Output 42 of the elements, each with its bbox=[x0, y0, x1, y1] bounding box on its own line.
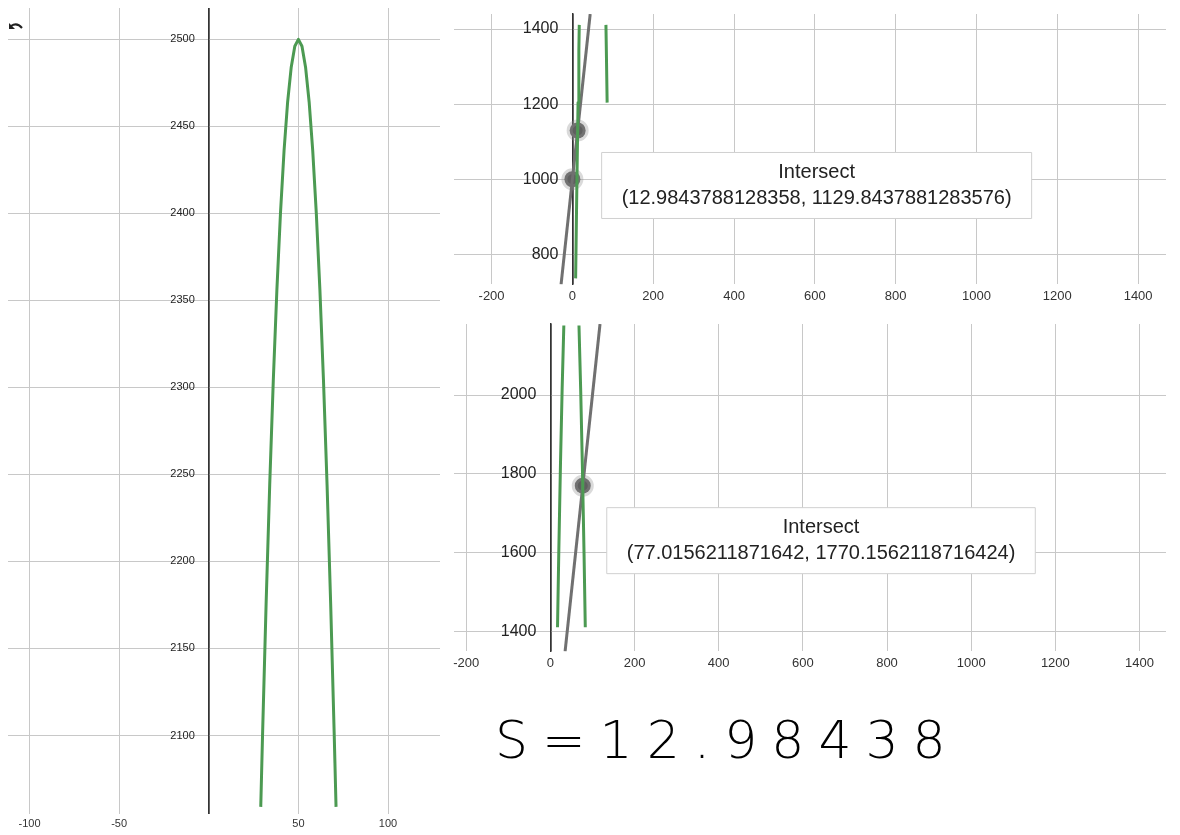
y-tick-label: 1400 bbox=[522, 19, 559, 37]
x-tick-label: 100 bbox=[378, 817, 398, 830]
y-tick-label: 1000 bbox=[522, 169, 559, 187]
y-tick-label: 1800 bbox=[500, 464, 537, 482]
x-tick-label: 400 bbox=[723, 287, 745, 303]
x-tick-label: 0 bbox=[568, 287, 577, 303]
x-tick-label: 1400 bbox=[1125, 654, 1154, 670]
y-tick-label: 2200 bbox=[170, 554, 195, 567]
y-tick-label: 2500 bbox=[170, 32, 195, 45]
x-tick-label: 800 bbox=[884, 287, 907, 303]
annotation: Intersect (12.9843788128358, 1129.8437881283576) bbox=[621, 160, 1012, 208]
x-tick-label: 0 bbox=[546, 654, 554, 670]
x-tick-label: -200 bbox=[478, 287, 505, 303]
x-tick-label: 50 bbox=[292, 817, 305, 830]
y-tick-label: 1400 bbox=[500, 622, 537, 640]
x-tick-label: 1000 bbox=[956, 654, 986, 670]
y-tick-label: 2400 bbox=[170, 206, 195, 219]
text: S=12.98438 bbox=[495, 710, 960, 770]
x-tick-label: -50 bbox=[111, 817, 128, 830]
y-tick-label: 1200 bbox=[522, 94, 559, 112]
x-tick-label: 1000 bbox=[962, 287, 991, 303]
y-tick-label: 1600 bbox=[500, 543, 537, 561]
x-tick-label: 1200 bbox=[1042, 287, 1072, 303]
x-tick-label: -200 bbox=[453, 654, 480, 670]
x-tick-label: 1400 bbox=[1123, 287, 1153, 303]
y-tick-label: 2250 bbox=[170, 467, 195, 480]
x-tick-label: 400 bbox=[707, 654, 730, 670]
x-tick-label: 1200 bbox=[1040, 654, 1070, 670]
x-tick-label: 200 bbox=[623, 654, 646, 670]
x-tick-label: 200 bbox=[642, 287, 665, 303]
y-tick-label: 2450 bbox=[170, 119, 195, 132]
y-tick-label: 2100 bbox=[170, 728, 195, 741]
y-tick-label: 2300 bbox=[170, 380, 195, 393]
y-tick-label: 2350 bbox=[170, 293, 195, 306]
x-tick-label: 600 bbox=[804, 287, 826, 303]
y-tick-label: 2000 bbox=[500, 385, 537, 403]
y-tick-label: 2150 bbox=[170, 641, 195, 654]
x-tick-label: -100 bbox=[18, 817, 41, 830]
y-tick-label: 800 bbox=[531, 244, 559, 262]
x-tick-label: 600 bbox=[791, 654, 814, 670]
x-tick-label: 800 bbox=[876, 654, 898, 670]
annotation: Intersect (77.0156211871642, 1770.1562118716424) bbox=[626, 515, 1016, 564]
